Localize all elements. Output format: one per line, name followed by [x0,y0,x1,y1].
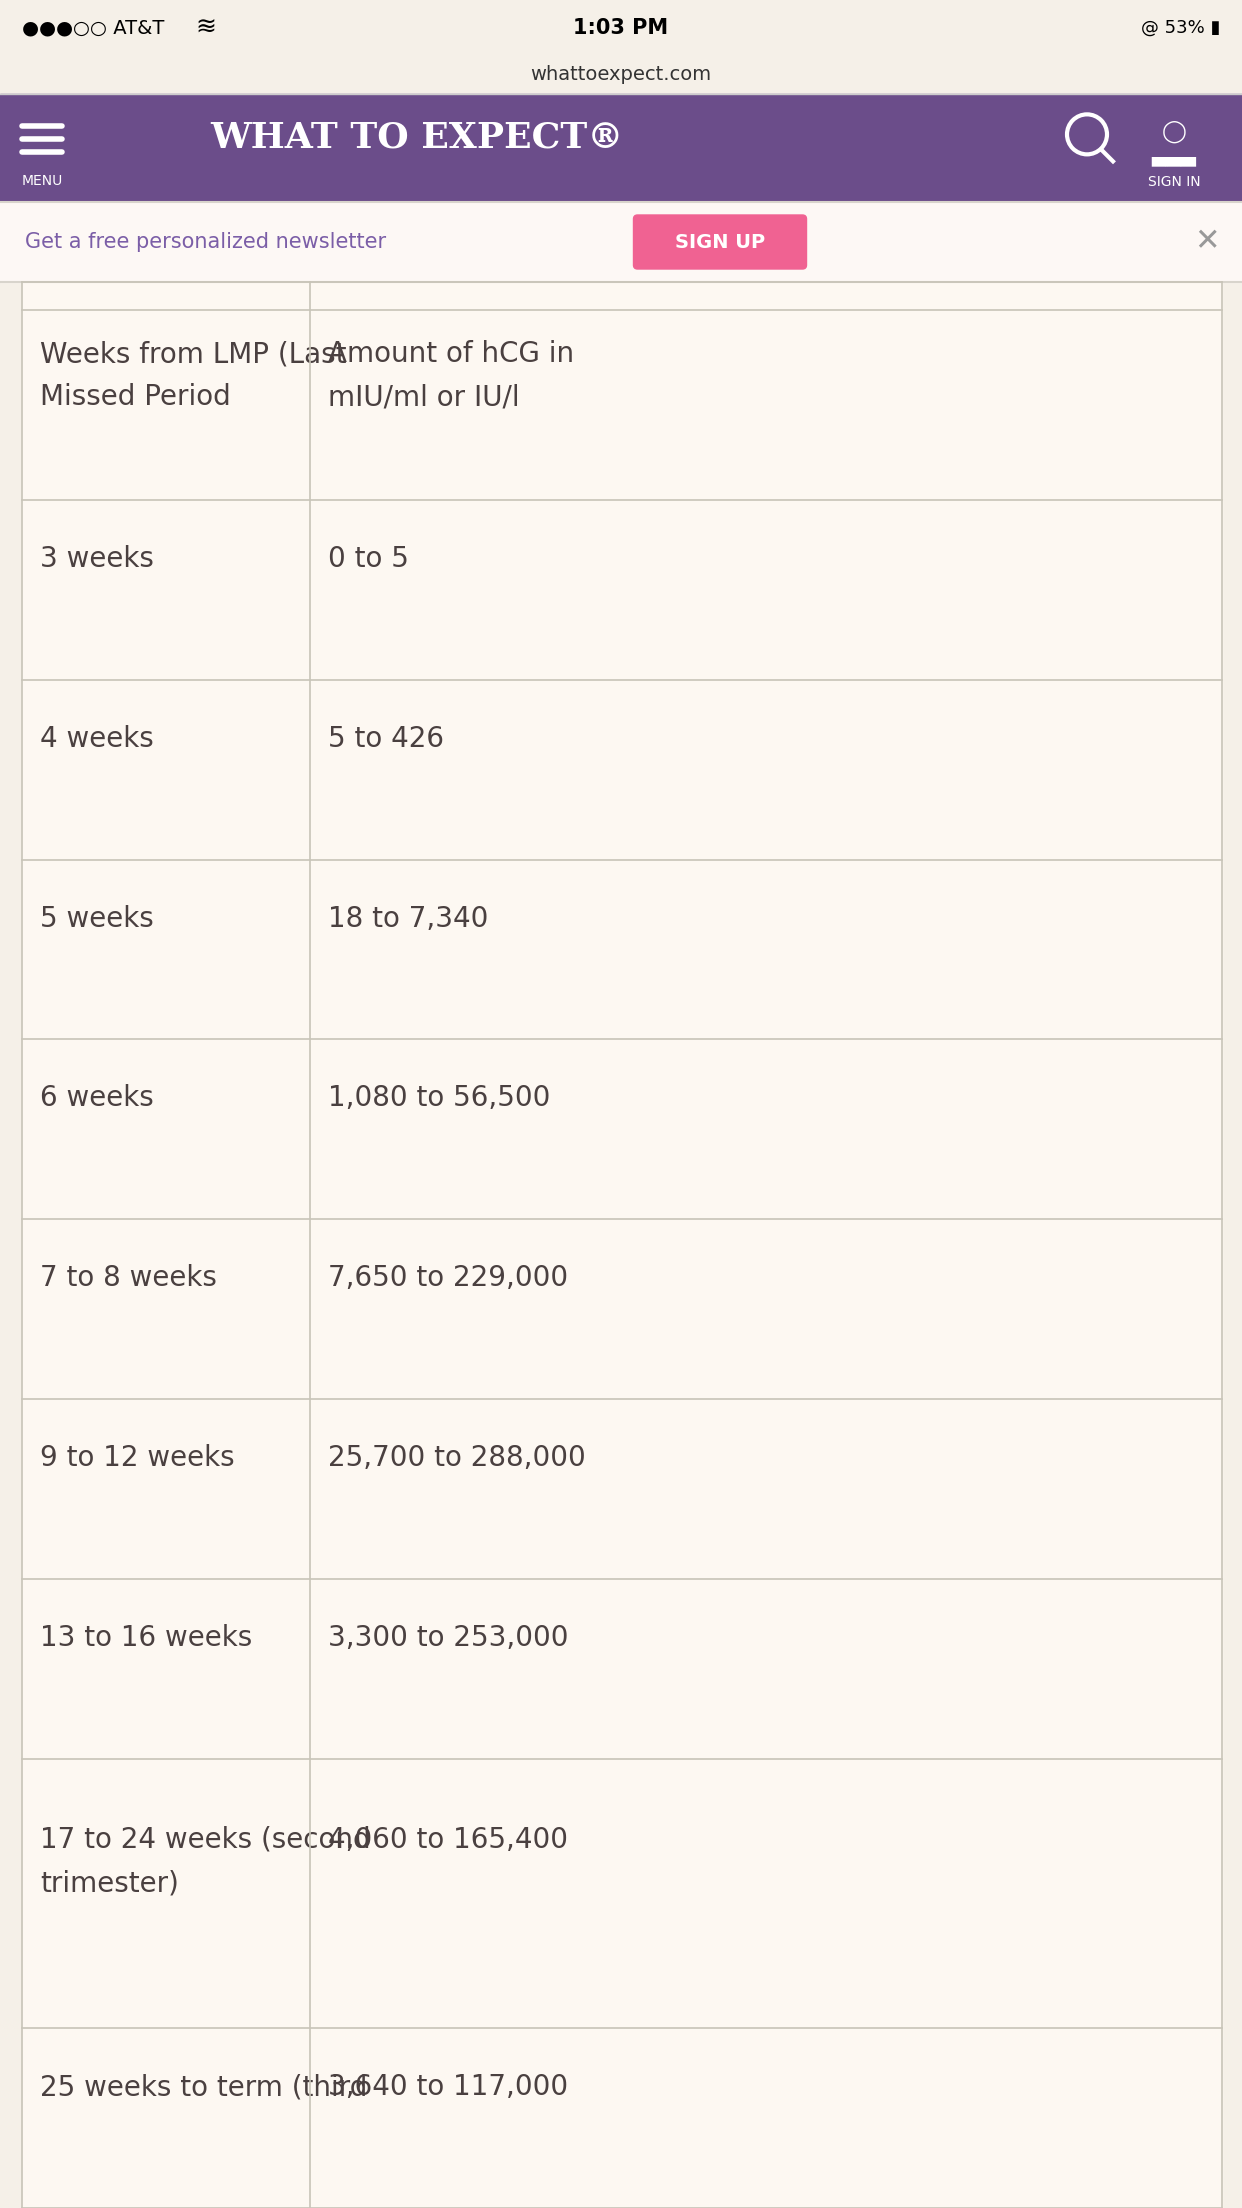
Text: 9 to 12 weeks: 9 to 12 weeks [40,1444,235,1473]
Bar [0,55,1242,95]
Bar [22,1040,1222,1219]
Text: 4,060 to 165,400: 4,060 to 165,400 [328,1826,568,1855]
Text: ✕: ✕ [1195,227,1220,256]
Bar [22,2029,1222,2208]
Text: SIGN UP: SIGN UP [674,232,765,252]
Text: 3,640 to 117,000: 3,640 to 117,000 [328,2073,568,2102]
Bar [0,0,1242,55]
Bar [22,859,1222,1040]
Text: 5 to 426: 5 to 426 [328,724,443,753]
Bar [22,1758,1222,2029]
Text: Weeks from LMP (Last
Missed Period: Weeks from LMP (Last Missed Period [40,340,347,411]
Text: MENU: MENU [21,174,62,188]
Bar [0,95,1242,201]
Text: 3,300 to 253,000: 3,300 to 253,000 [328,1623,569,1652]
Text: 7,650 to 229,000: 7,650 to 229,000 [328,1265,568,1292]
Text: Get a free personalized newsletter: Get a free personalized newsletter [25,232,386,252]
Text: ▄▄▄: ▄▄▄ [1151,148,1196,166]
FancyBboxPatch shape [633,214,806,269]
Text: 7 to 8 weeks: 7 to 8 weeks [40,1265,217,1292]
Text: 18 to 7,340: 18 to 7,340 [328,905,488,932]
Text: 3 weeks: 3 weeks [40,545,154,572]
Bar [22,499,1222,680]
Text: 1:03 PM: 1:03 PM [574,18,668,38]
Bar [0,201,1242,283]
Text: ●●●○○ AT&T: ●●●○○ AT&T [22,18,164,38]
Text: ◯: ◯ [1161,121,1186,144]
Bar [22,1579,1222,1758]
Text: 17 to 24 weeks (second
trimester): 17 to 24 weeks (second trimester) [40,1826,370,1897]
Text: ≋: ≋ [195,15,216,40]
Text: 6 weeks: 6 weeks [40,1084,154,1113]
Text: @ 53% ▮: @ 53% ▮ [1140,20,1220,38]
Bar [22,283,1222,2208]
Text: 4 weeks: 4 weeks [40,724,154,753]
Bar [22,1219,1222,1400]
Text: 25,700 to 288,000: 25,700 to 288,000 [328,1444,586,1473]
Bar [22,680,1222,859]
Text: Amount of hCG in
mIU/ml or IU/l: Amount of hCG in mIU/ml or IU/l [328,340,574,411]
Bar [22,1400,1222,1579]
Text: SIGN IN: SIGN IN [1148,174,1200,190]
Text: 1,080 to 56,500: 1,080 to 56,500 [328,1084,550,1113]
Text: 5 weeks: 5 weeks [40,905,154,932]
Text: 0 to 5: 0 to 5 [328,545,409,572]
Text: WHAT TO EXPECT®: WHAT TO EXPECT® [210,119,623,155]
Text: 13 to 16 weeks: 13 to 16 weeks [40,1623,252,1652]
Text: whattoexpect.com: whattoexpect.com [530,66,712,84]
Text: 25 weeks to term (third: 25 weeks to term (third [40,2073,368,2102]
